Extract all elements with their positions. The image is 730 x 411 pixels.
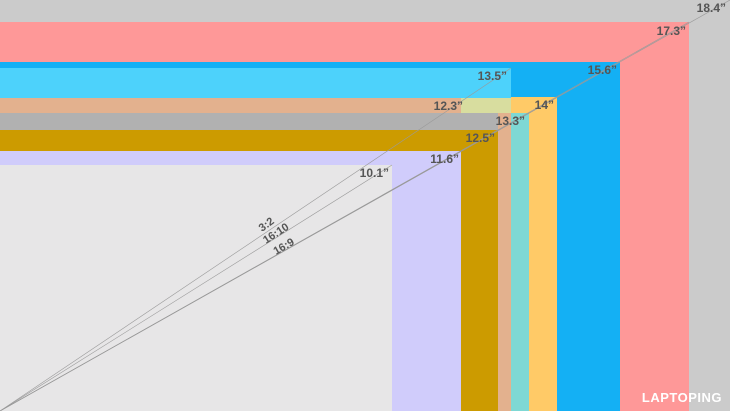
- size-label: 10.1”: [360, 166, 389, 180]
- size-label: 14”: [535, 98, 554, 112]
- overlap-strip: [461, 98, 511, 113]
- size-label: 13.3”: [496, 114, 525, 128]
- brand-logo: LAPTOPING: [641, 390, 722, 405]
- size-label: 18.4”: [697, 1, 726, 15]
- size-label: 13.5”: [478, 69, 507, 83]
- size-label: 12.3”: [434, 99, 463, 113]
- overlap-strip: [0, 113, 498, 130]
- diagonal-line: [0, 150, 462, 411]
- size-label: 12.5”: [466, 131, 495, 145]
- size-label: 11.6”: [430, 152, 459, 166]
- size-label: 15.6”: [588, 63, 617, 77]
- size-label: 17.3”: [657, 24, 686, 38]
- diagonal-line: [0, 67, 512, 411]
- diagonal-line: [0, 164, 393, 411]
